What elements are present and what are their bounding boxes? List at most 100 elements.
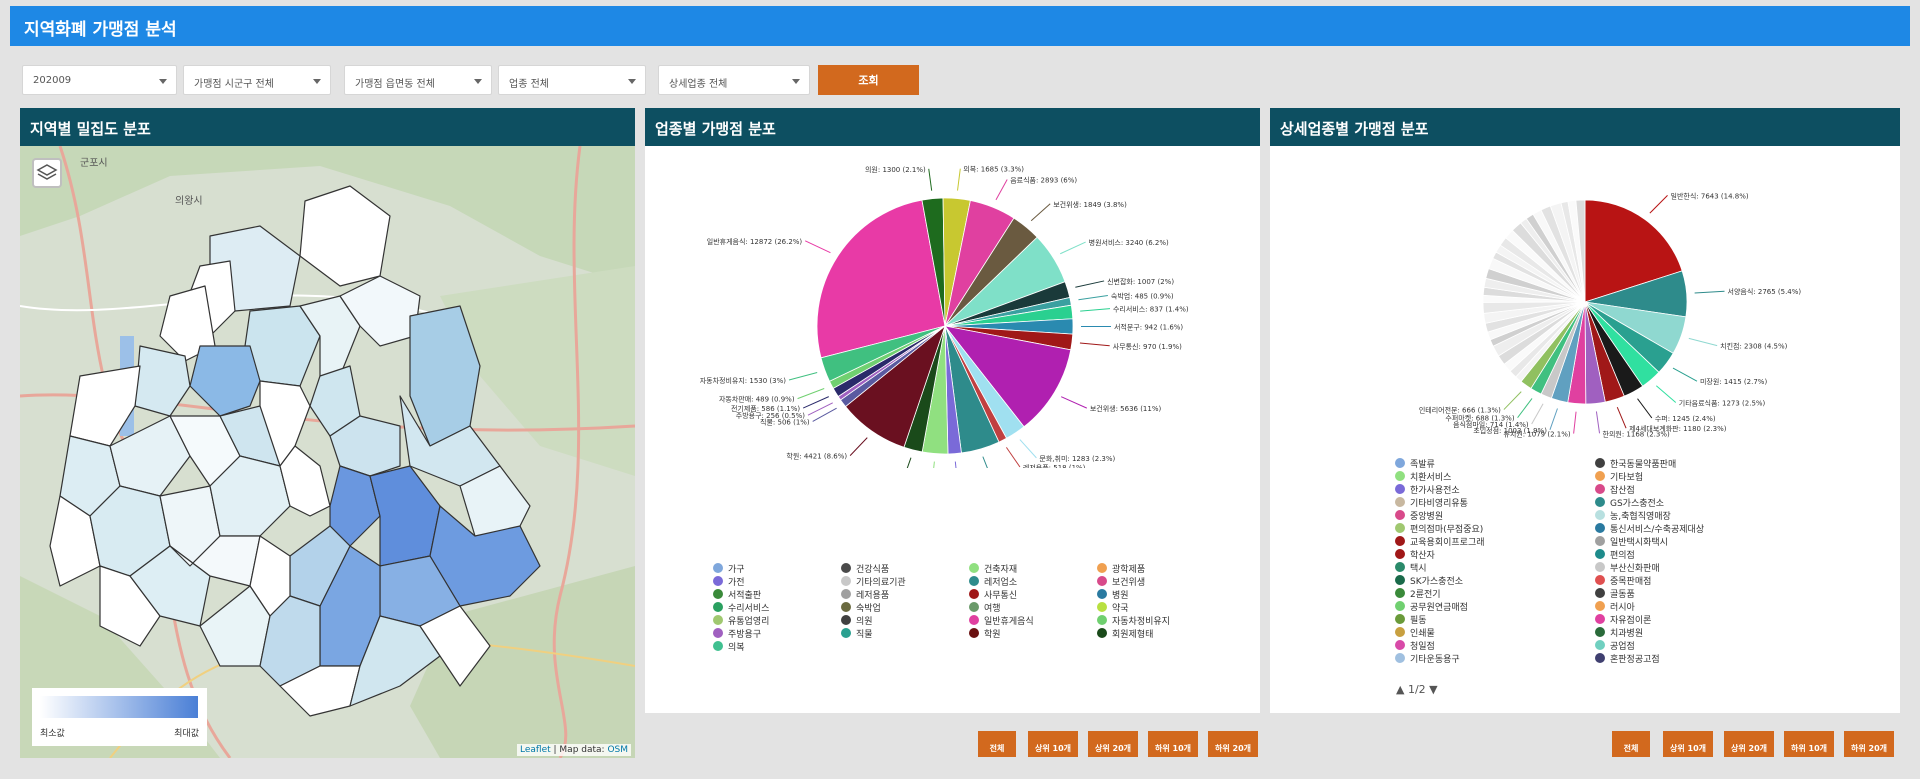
subcategory-legend-label[interactable]: 농,축협직영매장 bbox=[1610, 512, 1671, 522]
legend-swatch[interactable] bbox=[1395, 588, 1405, 598]
district-select[interactable]: 가맹점 시군구 전체 bbox=[183, 65, 331, 95]
subcategory-legend-label[interactable]: 통신서비스/수축공제대상 bbox=[1610, 525, 1705, 535]
category-legend-label[interactable]: 주방용구 bbox=[728, 630, 762, 640]
legend-swatch[interactable] bbox=[1097, 615, 1107, 625]
category-legend-label[interactable]: 여행 bbox=[984, 604, 1001, 614]
subcategory-pie-chart[interactable]: 일반한식: 7643 (14.8%) 서양음식: 2765 (5.4%) 치킨점: … bbox=[1270, 148, 1900, 458]
subcategory-legend-label[interactable]: GS가스충전소 bbox=[1610, 499, 1665, 509]
subcategory-legend-label[interactable]: 공업점 bbox=[1610, 642, 1635, 652]
pie-slice[interactable] bbox=[816, 199, 946, 359]
legend-swatch[interactable] bbox=[1595, 614, 1605, 624]
category-legend-label[interactable]: 학원 bbox=[984, 630, 1001, 640]
legend-swatch[interactable] bbox=[1595, 549, 1605, 559]
legend-swatch[interactable] bbox=[969, 615, 979, 625]
category-legend-label[interactable]: 건축자재 bbox=[984, 565, 1018, 575]
legend-swatch[interactable] bbox=[969, 602, 979, 612]
legend-swatch[interactable] bbox=[713, 589, 723, 599]
legend-swatch[interactable] bbox=[713, 628, 723, 638]
category-legend-label[interactable]: 숙박업 bbox=[856, 604, 881, 614]
subcategory-legend-label[interactable]: 치과병원 bbox=[1610, 629, 1644, 639]
category-legend-label[interactable]: 기타의료기관 bbox=[856, 578, 906, 588]
subcategory-legend-label[interactable]: 교육용회이프로그래 bbox=[1410, 538, 1485, 548]
subcategory-legend-label[interactable]: 족발류 bbox=[1410, 460, 1435, 470]
legend-swatch[interactable] bbox=[1097, 589, 1107, 599]
legend-swatch[interactable] bbox=[1595, 536, 1605, 546]
category-legend-label[interactable]: 직물 bbox=[856, 630, 873, 640]
subcategory-legend-label[interactable]: 기타운동용구 bbox=[1410, 655, 1460, 665]
category-legend-label[interactable]: 보건위생 bbox=[1112, 578, 1146, 588]
search-button[interactable]: 조회 bbox=[818, 65, 919, 95]
legend-swatch[interactable] bbox=[1595, 588, 1605, 598]
subcategory-legend-label[interactable]: 택시 bbox=[1410, 564, 1427, 574]
category-legend-label[interactable]: 약국 bbox=[1112, 604, 1129, 614]
subcategory-legend-label[interactable]: 부산신화판매 bbox=[1610, 564, 1660, 574]
subcategory-legend-label[interactable]: 골동품 bbox=[1610, 590, 1635, 600]
subcategory-legend-label[interactable]: 학산자 bbox=[1410, 551, 1435, 561]
legend-swatch[interactable] bbox=[1097, 576, 1107, 586]
category-legend-label[interactable]: 의원 bbox=[856, 617, 873, 627]
subcategory-legend-label[interactable]: 중목판매점 bbox=[1610, 577, 1652, 587]
legend-swatch[interactable] bbox=[1595, 523, 1605, 533]
category-pie-chart[interactable]: 일반휴게음식: 12872 (26.2%) 의원: 1300 (2.1%) 의복: … bbox=[645, 148, 1260, 468]
category-legend-label[interactable]: 서적출판 bbox=[728, 591, 762, 601]
subcategory-legend-label[interactable]: 편의점마(무점중요) bbox=[1410, 525, 1484, 535]
category-legend-label[interactable]: 수리서비스 bbox=[728, 604, 770, 614]
subcategory-legend-label[interactable]: 필동 bbox=[1410, 616, 1427, 626]
filter-option-button[interactable]: 상위 10개 bbox=[1663, 731, 1713, 757]
filter-option-button[interactable]: 하위 10개 bbox=[1784, 731, 1834, 757]
subcategory-legend-label[interactable]: 공무원연금매점 bbox=[1410, 603, 1468, 613]
legend-swatch[interactable] bbox=[1097, 628, 1107, 638]
subcategory-legend-label[interactable]: 기타보험 bbox=[1610, 473, 1644, 483]
year-select[interactable]: 202009 bbox=[22, 65, 177, 95]
legend-swatch[interactable] bbox=[969, 576, 979, 586]
subcategory-legend-label[interactable]: 한가사용전소 bbox=[1410, 486, 1460, 496]
category-legend-label[interactable]: 광학제품 bbox=[1112, 565, 1146, 575]
legend-swatch[interactable] bbox=[1097, 563, 1107, 573]
legend-swatch[interactable] bbox=[1097, 602, 1107, 612]
legend-swatch[interactable] bbox=[1395, 510, 1405, 520]
legend-swatch[interactable] bbox=[1595, 627, 1605, 637]
legend-swatch[interactable] bbox=[969, 589, 979, 599]
subcategory-legend-label[interactable]: SK가스충전소 bbox=[1410, 577, 1464, 587]
category-legend-label[interactable]: 유통업영리 bbox=[728, 617, 770, 627]
filter-option-button[interactable]: 상위 20개 bbox=[1088, 731, 1138, 757]
pie-slice[interactable] bbox=[1575, 199, 1586, 303]
legend-swatch[interactable] bbox=[713, 563, 723, 573]
legend-swatch[interactable] bbox=[1395, 484, 1405, 494]
legend-swatch[interactable] bbox=[841, 589, 851, 599]
osm-link[interactable]: OSM bbox=[607, 745, 628, 755]
legend-swatch[interactable] bbox=[1595, 510, 1605, 520]
legend-swatch[interactable] bbox=[1395, 627, 1405, 637]
legend-swatch[interactable] bbox=[1595, 601, 1605, 611]
category-legend-label[interactable]: 병원 bbox=[1112, 591, 1129, 601]
legend-swatch[interactable] bbox=[1395, 601, 1405, 611]
legend-swatch[interactable] bbox=[1395, 458, 1405, 468]
subcategory-select[interactable]: 상세업종 전체 bbox=[658, 65, 810, 95]
layers-control-icon[interactable] bbox=[32, 158, 62, 188]
subcategory-legend-label[interactable]: 일반택시화택시 bbox=[1610, 538, 1668, 548]
legend-swatch[interactable] bbox=[841, 563, 851, 573]
filter-option-button[interactable]: 상위 10개 bbox=[1028, 731, 1078, 757]
category-legend-label[interactable]: 가구 bbox=[728, 565, 745, 575]
subcategory-legend-label[interactable]: 인쇄물 bbox=[1410, 629, 1435, 639]
legend-swatch[interactable] bbox=[1395, 575, 1405, 585]
dong-select[interactable]: 가맹점 읍면동 전체 bbox=[344, 65, 492, 95]
category-legend-label[interactable]: 가전 bbox=[728, 578, 745, 588]
density-map[interactable]: 군포시 의왕시 bbox=[20, 146, 635, 758]
subcategory-legend-label[interactable]: 중앙병원 bbox=[1410, 512, 1444, 522]
subcategory-legend-label[interactable]: 편의점 bbox=[1610, 551, 1635, 561]
legend-swatch[interactable] bbox=[1595, 497, 1605, 507]
legend-swatch[interactable] bbox=[1595, 653, 1605, 663]
filter-option-button[interactable]: 하위 20개 bbox=[1208, 731, 1258, 757]
leaflet-link[interactable]: Leaflet bbox=[520, 745, 551, 755]
legend-swatch[interactable] bbox=[1595, 562, 1605, 572]
legend-swatch[interactable] bbox=[969, 563, 979, 573]
filter-option-button[interactable]: 전체 bbox=[1612, 731, 1650, 757]
filter-option-button[interactable]: 하위 10개 bbox=[1148, 731, 1198, 757]
category-legend-label[interactable]: 레저용품 bbox=[856, 591, 890, 601]
subcategory-legend-label[interactable]: 러시아 bbox=[1610, 603, 1635, 613]
legend-swatch[interactable] bbox=[1395, 549, 1405, 559]
legend-swatch[interactable] bbox=[1595, 575, 1605, 585]
legend-swatch[interactable] bbox=[1395, 497, 1405, 507]
legend-swatch[interactable] bbox=[1395, 536, 1405, 546]
